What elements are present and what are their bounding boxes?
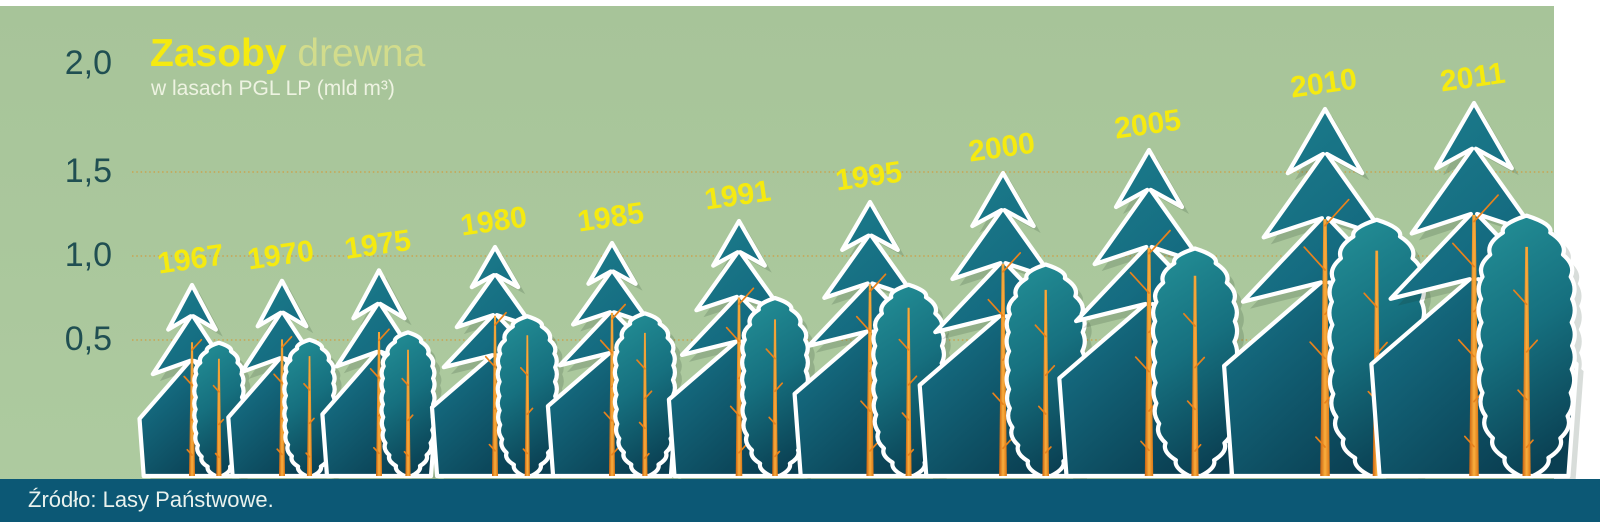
svg-text:Zasoby drewna: Zasoby drewna: [150, 32, 426, 75]
svg-text:2,0: 2,0: [65, 44, 112, 82]
svg-text:1,5: 1,5: [65, 152, 112, 190]
svg-text:Źródło: Lasy Państwowe.: Źródło: Lasy Państwowe.: [28, 487, 274, 512]
svg-text:1,0: 1,0: [65, 236, 112, 274]
svg-text:0,5: 0,5: [65, 320, 112, 358]
svg-text:w lasach PGL LP (mld m³): w lasach PGL LP (mld m³): [150, 77, 395, 100]
